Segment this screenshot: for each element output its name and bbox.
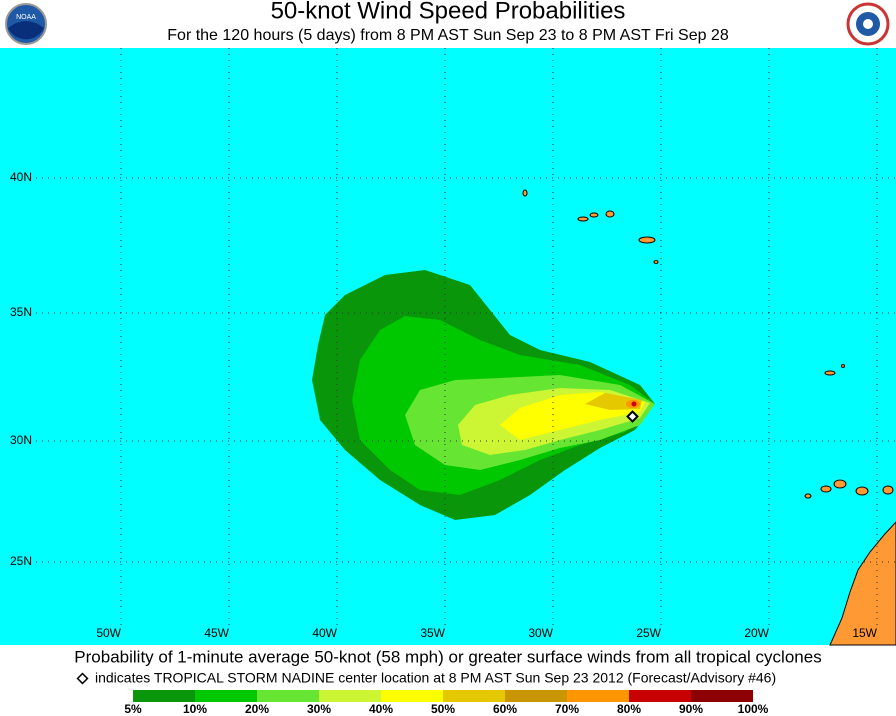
legend-label: 100% xyxy=(738,702,769,716)
legend-swatch xyxy=(381,690,443,702)
latitude-label: 30N xyxy=(10,433,32,447)
legend-label: 40% xyxy=(369,702,393,716)
longitude-label: 45W xyxy=(204,626,229,640)
marker-note: indicates TROPICAL STORM NADINE center l… xyxy=(95,670,776,686)
legend-swatch xyxy=(257,690,319,702)
longitude-label: 25W xyxy=(636,626,661,640)
longitude-label: 40W xyxy=(312,626,337,640)
longitude-label: 20W xyxy=(744,626,769,640)
legend-label: 60% xyxy=(493,702,517,716)
latitude-label: 35N xyxy=(10,305,32,319)
legend-swatch xyxy=(195,690,257,702)
longitude-label: 35W xyxy=(420,626,445,640)
latitude-label: 40N xyxy=(10,170,32,184)
legend-swatch xyxy=(443,690,505,702)
map: 40N 35N 30N 25N 50W 45W 40W 35W 30W 25W 20W 15W xyxy=(0,48,896,646)
longitude-label: 30W xyxy=(528,626,553,640)
storm-center-marker xyxy=(626,410,639,423)
legend-label: 50% xyxy=(431,702,455,716)
latitude-label: 25N xyxy=(10,554,32,568)
land xyxy=(522,189,896,646)
legend-label: 70% xyxy=(555,702,579,716)
svg-text:NOAA: NOAA xyxy=(16,14,36,21)
subtitle: For the 120 hours (5 days) from 8 PM AST… xyxy=(167,27,729,44)
legend-swatch xyxy=(629,690,691,702)
longitude-label: 50W xyxy=(96,626,121,640)
legend-swatch xyxy=(319,690,381,702)
contour-80 xyxy=(631,401,637,407)
legend-label: 5% xyxy=(124,702,142,716)
legend-swatch xyxy=(567,690,629,702)
marker-icon xyxy=(76,672,89,685)
caption: Probability of 1-minute average 50-knot … xyxy=(74,647,821,666)
nws-logo xyxy=(846,2,890,46)
legend-swatch xyxy=(691,690,753,702)
contours xyxy=(312,270,655,520)
legend: 5% 10% 20% 30% 40% 50% 60% 70% 80% 90% 100% xyxy=(124,690,769,716)
noaa-logo: NOAA xyxy=(5,3,47,45)
longitude-label: 15W xyxy=(852,626,877,640)
title: 50-knot Wind Speed Probabilities xyxy=(271,0,626,24)
legend-label: 10% xyxy=(183,702,207,716)
legend-label: 30% xyxy=(307,702,331,716)
legend-swatch xyxy=(133,690,195,702)
legend-label: 20% xyxy=(245,702,269,716)
legend-label: 90% xyxy=(679,702,703,716)
legend-swatch xyxy=(505,690,567,702)
legend-label: 80% xyxy=(617,702,641,716)
